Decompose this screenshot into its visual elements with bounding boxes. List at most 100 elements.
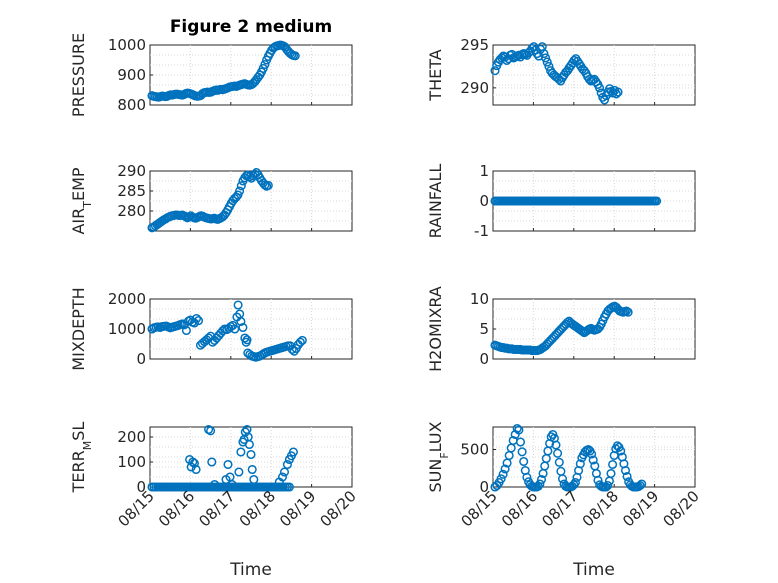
subplot-h2omixra: 0 5 10 H2OMIXRA (426, 286, 696, 372)
data-point (240, 333, 250, 343)
data-point (236, 181, 246, 191)
data-point (244, 439, 254, 450)
data-point (536, 474, 547, 485)
x-tick-label: 08/18 (236, 487, 279, 530)
data-point (249, 474, 259, 485)
data-point (517, 447, 527, 457)
data-point (544, 61, 554, 71)
data-point (233, 300, 243, 310)
data-point (542, 57, 552, 67)
y-axis-label: TERRMSL (69, 422, 94, 494)
subplot-air-temp: 280 285 290 AIRTEMP (69, 162, 353, 235)
data-point (236, 447, 246, 457)
subplot-terr-msl: 0100200TERRMSL08/1508/1608/1708/1808/190… (69, 422, 360, 531)
y-axis-label: AIRTEMP (69, 167, 94, 234)
data-point (490, 66, 500, 76)
data-point (522, 472, 532, 482)
data-point (515, 437, 526, 447)
data-point (206, 426, 216, 436)
subplot-mixdepth: 0 1000 2000 MIXDEPTH (69, 287, 353, 371)
x-axis-label-left: Time (229, 560, 272, 580)
data-point (184, 212, 194, 222)
data-point (234, 467, 244, 477)
data-point (603, 480, 613, 491)
x-tick-label: 08/20 (660, 487, 703, 530)
data-point (263, 180, 273, 190)
y-axis-label: THETA (426, 49, 445, 101)
data-point (587, 449, 597, 459)
x-tick-label: 08/18 (579, 487, 622, 530)
y-tick-label: 800 (117, 96, 146, 114)
data-point (282, 459, 292, 470)
data-point (496, 474, 506, 484)
data-point (238, 322, 248, 333)
y-tick-label: 5 (479, 320, 489, 338)
subplot-rainfall: -1 0 1 RAINFALL (426, 162, 696, 240)
data-point (514, 425, 524, 435)
x-tick-label: 08/20 (317, 487, 360, 530)
data-point (247, 464, 257, 475)
subplot-pressure: 800 900 1000 PRESSURE (69, 33, 353, 117)
data-point (277, 472, 288, 482)
data-point (230, 324, 240, 334)
data-point (290, 51, 300, 61)
data-point (575, 459, 585, 469)
data-point (498, 469, 508, 479)
data-point (616, 446, 626, 456)
data-point (519, 456, 529, 467)
data-point (535, 479, 545, 489)
data-point (608, 459, 618, 470)
data-point (557, 474, 568, 484)
data-point (500, 464, 510, 474)
x-tick-label: 08/19 (619, 487, 662, 530)
data-point (295, 337, 305, 347)
data-point (637, 479, 647, 489)
data-point (553, 448, 563, 458)
x-tick-label: 08/17 (195, 487, 238, 530)
data-point (611, 89, 621, 99)
y-tick-label: 10 (470, 290, 489, 308)
data-point (554, 457, 564, 467)
data-point (622, 471, 632, 482)
y-axis-label: PRESSURE (69, 33, 88, 117)
y-tick-label: 2000 (108, 290, 146, 308)
data-point (246, 449, 256, 460)
data-point (181, 212, 191, 222)
data-point (539, 49, 549, 59)
data-point (189, 458, 199, 468)
data-point (541, 53, 551, 63)
data-point (570, 477, 580, 488)
y-tick-label: 0 (136, 478, 146, 496)
y-tick-label: 280 (117, 202, 146, 220)
x-tick-label: 08/16 (155, 487, 198, 530)
data-point (621, 306, 631, 316)
data-point (512, 423, 522, 434)
y-tick-label: 1000 (108, 36, 146, 54)
y-tick-label: 295 (460, 36, 489, 54)
y-tick-label: 900 (117, 66, 146, 84)
x-tick-label: 08/16 (498, 487, 541, 530)
data-point (193, 316, 204, 326)
subplot-theta: 290 295 THETA (426, 36, 696, 106)
y-axis-label: MIXDEPTH (69, 287, 88, 370)
y-tick-label: 500 (460, 441, 489, 459)
data-point (212, 482, 223, 492)
data-point (227, 479, 237, 490)
data-point (287, 344, 297, 354)
data-point (569, 480, 579, 490)
y-axis-label: H2OMIXRA (426, 286, 445, 372)
y-tick-label: 0 (479, 478, 489, 496)
data-point (207, 457, 217, 467)
y-tick-label: 0 (479, 192, 489, 210)
data-point (188, 457, 198, 467)
data-point (623, 307, 633, 317)
data-point (284, 482, 294, 492)
y-axis-label: RAINFALL (426, 164, 445, 239)
x-tick-label: 08/19 (276, 487, 319, 530)
data-point (297, 335, 307, 345)
y-axis-label: SUNFLUX (426, 421, 451, 492)
data-point (606, 468, 616, 479)
subplot-sun-flux: 0500SUNFLUX08/1508/1608/1708/1808/1908/2… (426, 421, 703, 530)
data-point (181, 325, 191, 336)
